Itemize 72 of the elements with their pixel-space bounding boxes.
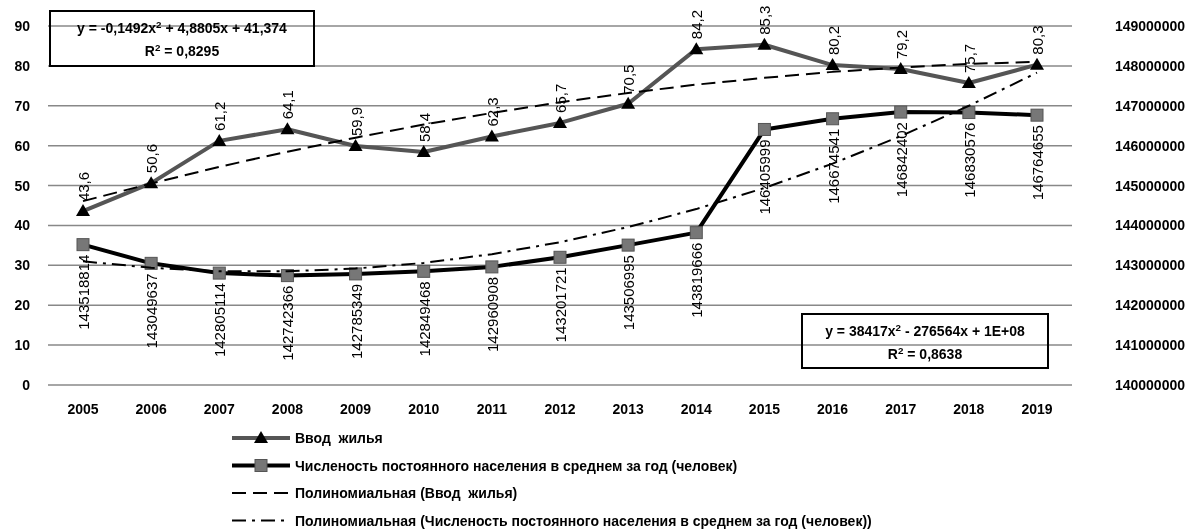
- data-label: 146674541: [824, 128, 842, 204]
- legend-label: Численость постоянного населения в среднем за год (человек): [295, 457, 738, 474]
- y-tick-label: 10: [14, 337, 31, 354]
- y-tick-label: 60: [14, 137, 31, 154]
- data-label: 79,2: [892, 29, 910, 60]
- data-label: 62,3: [483, 97, 501, 127]
- y2-tick-label: 145000000: [1114, 177, 1186, 194]
- y2-tick-label: 141000000: [1114, 337, 1186, 354]
- data-label: 75,7: [960, 43, 978, 74]
- data-label: 59,9: [347, 106, 365, 137]
- y2-tick-label: 147000000: [1114, 97, 1186, 114]
- data-label: 146405999: [756, 139, 774, 215]
- data-label: 80,2: [824, 25, 842, 56]
- data-label: 143049637: [143, 273, 161, 349]
- y2-tick-label: 142000000: [1114, 297, 1186, 314]
- legend-label: Полиномиальная (Численость постоянного населения в среднем за год (человек)): [295, 512, 872, 529]
- y2-tick-label: 140000000: [1114, 377, 1186, 393]
- x-tick-label: 2019: [1021, 401, 1053, 417]
- data-label: 43,6: [75, 171, 92, 202]
- x-tick-label: 2015: [748, 401, 781, 417]
- y-tick-label: 50: [14, 177, 31, 194]
- data-label: 143518814: [75, 254, 92, 330]
- annotation: y = -0,1492x$^{2}$ + 4,8805x + 41,374: [77, 18, 288, 36]
- annotation: R$^{2}$ = 0,8295: [144, 41, 220, 59]
- y2-tick-label: 143000000: [1114, 257, 1186, 274]
- data-label: 143506995: [620, 255, 638, 331]
- data-label: 143819666: [688, 242, 706, 318]
- data-label: 146830576: [960, 122, 978, 198]
- data-label: 142960908: [483, 276, 501, 352]
- x-tick-label: 2016: [816, 401, 849, 417]
- y2-tick-label: 144000000: [1114, 217, 1186, 234]
- x-tick-label: 2005: [67, 401, 99, 417]
- y2-tick-label: 148000000: [1114, 57, 1186, 74]
- y-tick-label: 90: [14, 18, 31, 34]
- data-label: 146764655: [1029, 125, 1046, 201]
- y2-tick-label: 149000000: [1114, 18, 1186, 34]
- x-tick-label: 2008: [271, 401, 304, 417]
- y2-tick-label: 146000000: [1114, 137, 1186, 154]
- x-tick-label: 2007: [203, 401, 236, 417]
- data-label: 61,2: [211, 101, 229, 131]
- x-tick-label: 2009: [339, 401, 372, 417]
- data-label: 85,3: [756, 5, 774, 35]
- x-tick-label: 2013: [612, 401, 644, 417]
- data-label: 142849468: [415, 281, 433, 357]
- y-tick-label: 80: [14, 57, 31, 74]
- y-tick-label: 70: [14, 97, 31, 114]
- annotation: y = 38417x$^{2}$ - 276564x + 1E+08: [825, 321, 1026, 339]
- data-label: 143201721: [552, 267, 569, 343]
- y-tick-label: 20: [14, 297, 31, 314]
- x-tick-label: 2006: [135, 401, 167, 417]
- data-label: 50,6: [143, 143, 161, 174]
- data-label: 84,2: [688, 9, 706, 40]
- data-label: 64,1: [279, 90, 297, 120]
- data-label: 146842402: [892, 122, 910, 198]
- x-tick-label: 2017: [885, 401, 917, 417]
- data-label: 58,4: [415, 112, 433, 143]
- data-label: 142785349: [347, 283, 365, 359]
- legend-label: Ввод жилья: [295, 430, 383, 446]
- x-tick-label: 2014: [680, 401, 713, 417]
- annotation: R$^{2}$ = 0,8638: [887, 344, 963, 362]
- x-tick-label: 2011: [476, 401, 508, 417]
- x-tick-label: 2018: [953, 401, 985, 417]
- data-label: 70,5: [620, 64, 638, 94]
- data-label: 80,3: [1029, 25, 1046, 55]
- y-tick-label: 40: [14, 217, 31, 234]
- data-label: 142805114: [211, 283, 229, 358]
- y-tick-label: 30: [14, 257, 31, 274]
- x-tick-label: 2012: [544, 401, 576, 417]
- y-tick-label: 0: [22, 377, 31, 393]
- legend-label: Полиномиальная (Ввод жилья): [295, 485, 518, 501]
- data-label: 142742366: [279, 285, 297, 361]
- x-tick-label: 2010: [408, 401, 440, 417]
